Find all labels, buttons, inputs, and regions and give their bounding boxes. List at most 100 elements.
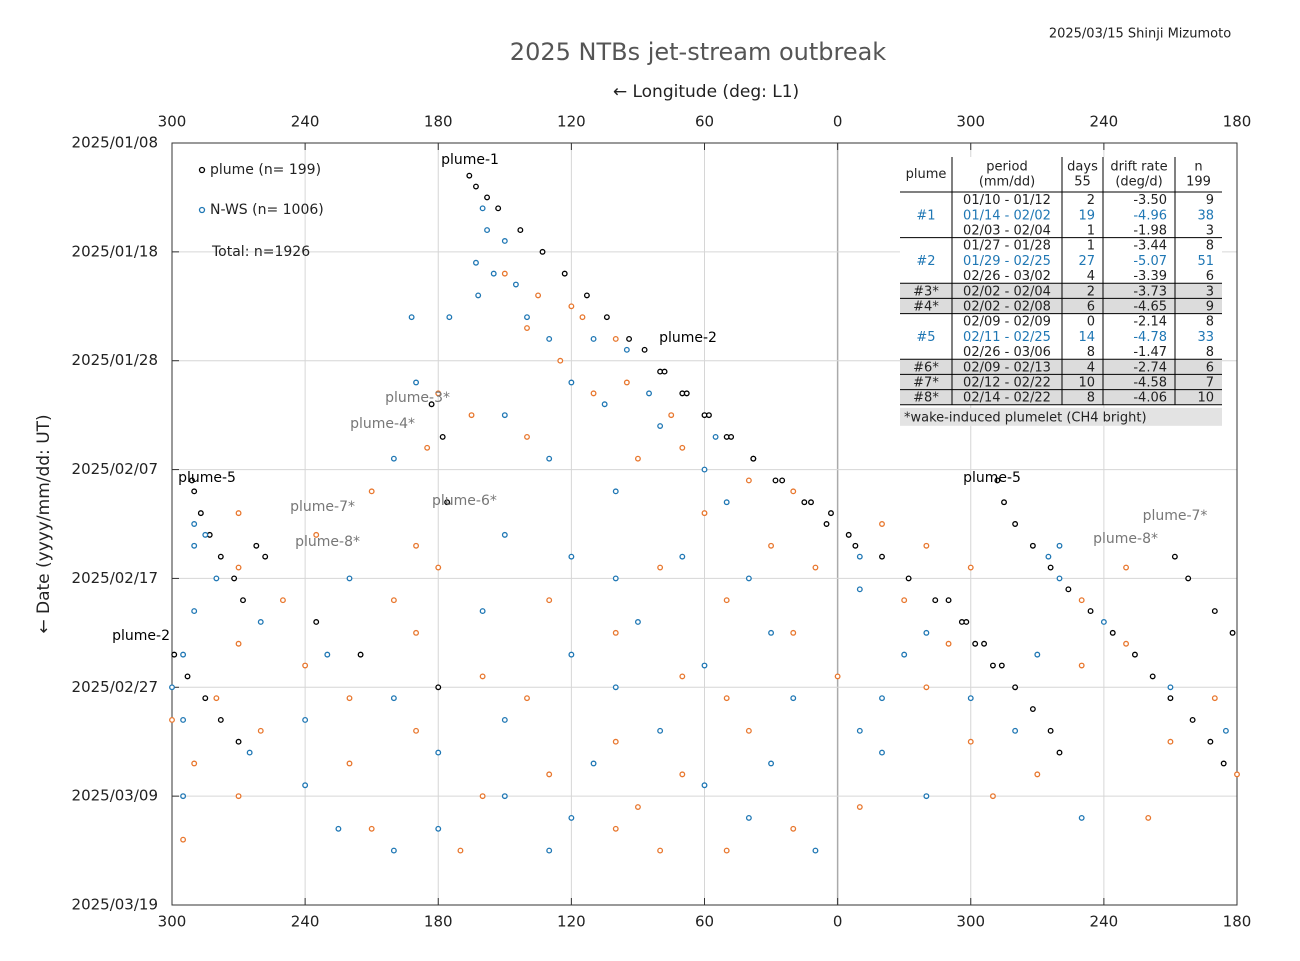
point xyxy=(612,825,619,832)
point xyxy=(712,433,719,440)
point xyxy=(1034,771,1041,778)
point xyxy=(484,194,491,201)
x-tick-label: 60 xyxy=(695,913,714,931)
point xyxy=(473,259,479,266)
point xyxy=(479,673,486,680)
point xyxy=(495,205,502,212)
point xyxy=(1220,760,1227,767)
table-cell: #6* xyxy=(913,360,939,375)
point xyxy=(612,488,619,495)
point xyxy=(191,488,198,495)
legend-marker xyxy=(198,206,206,214)
point xyxy=(475,292,482,299)
point xyxy=(634,455,641,462)
point xyxy=(484,227,491,234)
point xyxy=(679,673,686,680)
x-tick-label: 240 xyxy=(1090,113,1119,131)
table-cell: 6 xyxy=(1206,360,1214,375)
point xyxy=(231,575,238,582)
table-cell: 2 xyxy=(1087,284,1095,299)
x-tick-label: 0 xyxy=(833,913,843,931)
point xyxy=(202,531,209,538)
annotation: plume-5 xyxy=(963,470,1021,486)
point xyxy=(346,695,353,702)
point xyxy=(180,793,187,800)
point xyxy=(1123,640,1130,647)
point xyxy=(967,695,974,702)
point xyxy=(879,695,885,702)
point xyxy=(189,477,195,484)
point xyxy=(1222,727,1229,734)
point xyxy=(923,684,930,691)
table-cell: -2.14 xyxy=(1133,315,1167,330)
point xyxy=(623,346,630,353)
point xyxy=(368,825,375,832)
point xyxy=(390,847,397,854)
point xyxy=(634,804,641,810)
point xyxy=(905,575,912,582)
point xyxy=(217,553,224,560)
legend-note: Total: n=1926 xyxy=(211,244,310,260)
x-tick-label: 300 xyxy=(158,913,187,931)
point xyxy=(191,521,198,527)
annotation: plume-8* xyxy=(1093,531,1158,547)
table-header: (mm/dd) xyxy=(979,175,1035,190)
annotation: plume-2 xyxy=(112,628,170,644)
table-cell: 8 xyxy=(1087,345,1095,360)
point xyxy=(1078,814,1085,821)
point xyxy=(661,368,668,375)
x-tick-label: 240 xyxy=(1090,913,1119,931)
point xyxy=(413,727,420,734)
point xyxy=(590,335,597,342)
point xyxy=(945,640,952,647)
point xyxy=(313,531,320,538)
table-cell: 3 xyxy=(1206,284,1214,299)
x-tick-label: 300 xyxy=(158,113,187,131)
point xyxy=(967,738,974,745)
point xyxy=(213,575,220,582)
point xyxy=(217,716,224,723)
point xyxy=(998,662,1005,669)
point xyxy=(1078,597,1085,604)
point xyxy=(808,499,814,506)
point xyxy=(801,499,808,506)
point xyxy=(790,825,797,832)
x-tick-label: 180 xyxy=(424,113,453,131)
annotation: plume-5 xyxy=(178,470,236,486)
point xyxy=(501,716,508,723)
point xyxy=(845,531,852,538)
point xyxy=(479,793,486,800)
point xyxy=(479,205,486,212)
point xyxy=(812,564,819,571)
plot-frame xyxy=(171,142,1238,906)
table-cell: 02/26 - 03/06 xyxy=(963,345,1051,360)
table-cell: 02/26 - 03/02 xyxy=(963,269,1051,284)
point xyxy=(213,695,220,702)
point xyxy=(1189,716,1196,723)
point xyxy=(1211,608,1218,615)
point xyxy=(184,673,191,680)
point xyxy=(879,521,885,527)
table-row-shade xyxy=(900,374,1222,390)
table-cell: 02/12 - 02/22 xyxy=(963,376,1051,391)
point xyxy=(856,553,863,560)
table-cell: 4 xyxy=(1087,269,1095,284)
table-cell: -3.44 xyxy=(1133,239,1167,254)
point xyxy=(257,727,264,734)
point xyxy=(1029,706,1036,713)
point xyxy=(171,651,178,658)
chart-title: 2025 NTBs jet-stream outbreak xyxy=(510,38,887,66)
point xyxy=(561,270,568,277)
point xyxy=(466,172,473,179)
point xyxy=(1185,575,1192,582)
point xyxy=(723,847,730,854)
point xyxy=(468,412,475,419)
point xyxy=(501,238,508,244)
table-cell: 02/03 - 02/04 xyxy=(963,224,1051,239)
annotation: plume-1 xyxy=(441,152,499,168)
point xyxy=(745,575,752,582)
point xyxy=(335,825,342,832)
annotation: plume-3* xyxy=(385,390,450,406)
table-cell: 3 xyxy=(1206,224,1214,239)
point xyxy=(257,619,264,625)
